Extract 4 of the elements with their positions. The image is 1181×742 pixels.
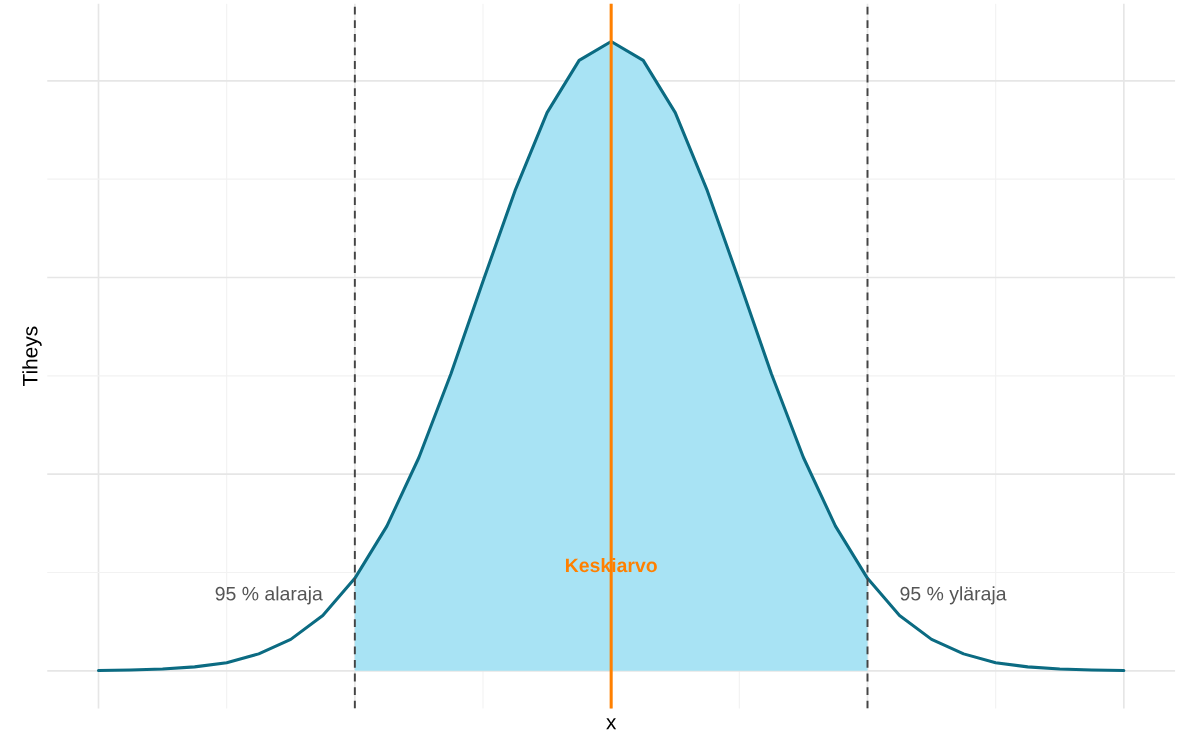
x-axis-title: x — [606, 718, 617, 730]
y-axis-title: Tiheys — [22, 326, 42, 386]
annotation: 95 % alaraja — [215, 586, 323, 605]
annotation: 95 % yläraja — [900, 586, 1007, 605]
